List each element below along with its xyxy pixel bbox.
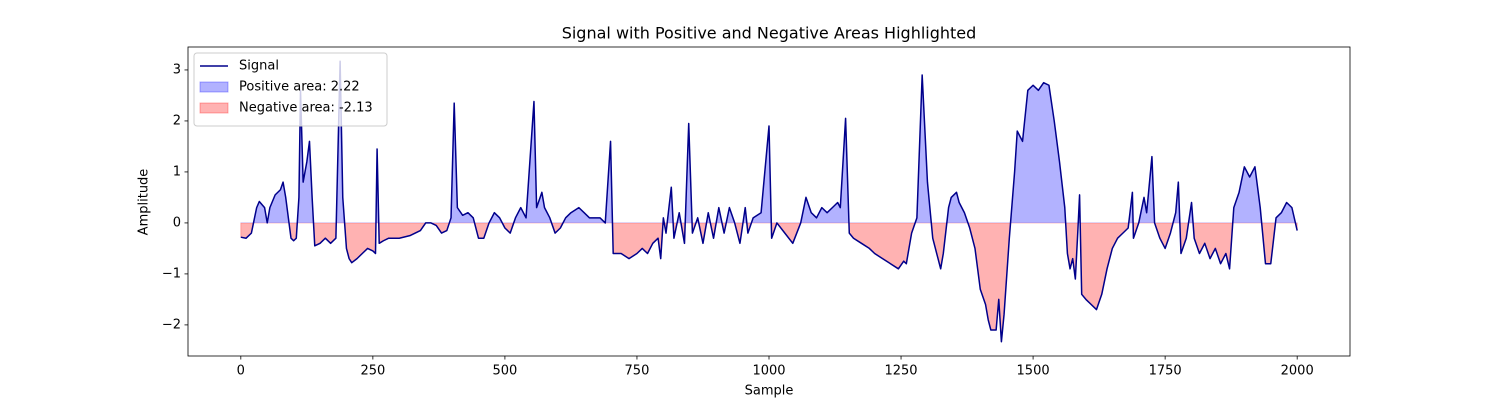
x-tick-label: 1000 — [752, 364, 785, 379]
y-tick-label: −2 — [162, 317, 181, 332]
positive-area — [240, 61, 1298, 223]
y-tick-label: 2 — [173, 113, 181, 128]
x-tick-label: 1250 — [884, 364, 917, 379]
y-axis-label: Amplitude — [137, 169, 152, 236]
y-tick-label: 1 — [173, 164, 181, 179]
legend: Signal Positive area: 2.22 Negative area: … — [193, 52, 388, 127]
x-tick-label: 2000 — [1281, 364, 1314, 379]
legend-swatch — [199, 102, 229, 114]
signal-line — [240, 60, 1298, 343]
legend-label: Signal — [239, 59, 279, 74]
x-tick-label: 750 — [625, 364, 650, 379]
legend-swatch — [199, 81, 229, 93]
x-tick-label: 250 — [360, 364, 385, 379]
x-tick-label: 500 — [492, 364, 517, 379]
x-tick-label: 1500 — [1017, 364, 1050, 379]
y-tick-label: −1 — [162, 266, 181, 281]
y-tick-label: 0 — [173, 215, 181, 230]
y-tick-label: 3 — [173, 62, 181, 77]
x-axis-label: Sample — [745, 384, 794, 399]
x-tick-label: 1750 — [1149, 364, 1182, 379]
x-tick-label: 0 — [237, 364, 245, 379]
chart-title: Signal with Positive and Negative Areas … — [562, 24, 977, 43]
legend-box — [193, 52, 388, 127]
legend-label: Negative area: -2.13 — [239, 101, 373, 116]
legend-label: Positive area: 2.22 — [239, 80, 360, 95]
